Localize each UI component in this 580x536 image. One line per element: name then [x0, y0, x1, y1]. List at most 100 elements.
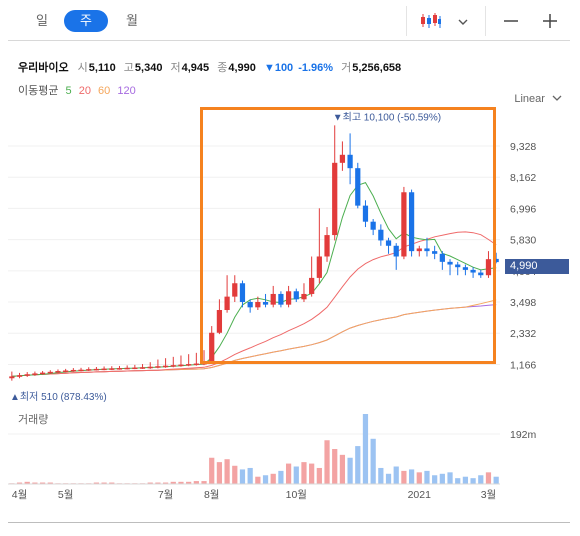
candle-body	[447, 261, 453, 265]
volume-bar	[285, 463, 292, 484]
ma-120-label: 120	[117, 85, 136, 97]
candle-body	[393, 245, 399, 257]
close-label: 종	[217, 62, 228, 74]
candle-body	[170, 365, 176, 367]
candle-body	[70, 369, 76, 372]
candle-body	[209, 332, 215, 363]
candle-body	[63, 370, 69, 372]
divider	[406, 6, 407, 36]
candle-body	[116, 368, 123, 370]
candle-body	[247, 301, 253, 308]
candle-body	[408, 192, 415, 252]
volume-max-tick: 192m	[510, 429, 537, 441]
x-tick-label: 7월	[158, 489, 174, 501]
candle-body	[385, 240, 392, 246]
candle-body	[239, 283, 246, 302]
candle-body	[270, 293, 276, 305]
volume-bar	[401, 470, 407, 484]
volume-bar	[439, 473, 445, 484]
candle-body	[332, 162, 338, 236]
toolbar: 일 주 월	[0, 0, 580, 40]
change-value: ▼100	[263, 62, 294, 74]
candle-body	[478, 272, 484, 276]
candle-body	[78, 369, 84, 372]
candle-body	[16, 375, 23, 377]
volume-bar	[232, 465, 238, 484]
scale-toggle[interactable]: Linear	[514, 93, 562, 105]
tab-day[interactable]: 일	[36, 13, 48, 28]
y-tick-label: 6,996	[510, 203, 536, 215]
current-price-tag: 4,990	[505, 259, 569, 274]
divider	[485, 6, 486, 36]
candle-body	[347, 154, 353, 169]
x-tick-label: 2021	[408, 489, 432, 501]
volume-bar	[101, 482, 107, 484]
ma-5-label: 5	[65, 85, 72, 97]
candle-body	[101, 368, 107, 371]
candle-body	[293, 291, 299, 300]
ma-60-label: 60	[98, 85, 111, 97]
volume-bar	[485, 472, 492, 484]
candle-body	[309, 277, 315, 294]
candlestick-chart-icon[interactable]	[420, 12, 442, 30]
low-value: 4,945	[181, 62, 210, 74]
ma-20-label: 20	[78, 85, 91, 97]
candle-body	[155, 366, 161, 368]
moving-average-label: 이동평균	[18, 85, 59, 97]
volume-bar	[447, 472, 453, 484]
volume-bar	[247, 467, 253, 484]
candle-body	[39, 372, 46, 375]
chevron-down-icon[interactable]	[457, 14, 469, 25]
candle-body	[439, 253, 445, 262]
candle-body	[485, 259, 492, 276]
volume-bar	[24, 481, 30, 484]
volume-bar	[470, 478, 476, 484]
candle-body	[470, 269, 476, 273]
volume-bar	[408, 469, 415, 484]
high-label: 고	[123, 62, 134, 74]
candle-body	[285, 291, 292, 305]
candle-body	[201, 362, 207, 365]
candle-body	[162, 365, 169, 368]
candle-body	[316, 256, 322, 278]
x-tick-label: 8월	[204, 489, 220, 501]
volume-bar	[47, 482, 53, 484]
tab-week[interactable]: 주	[64, 10, 108, 32]
volume-bar	[193, 481, 199, 484]
volume-bar	[432, 475, 438, 484]
volume-bar	[339, 454, 346, 484]
y-tick-label: 9,328	[510, 141, 536, 153]
ma-120-line	[11, 304, 497, 377]
y-tick-label: 1,166	[510, 359, 536, 371]
plus-icon[interactable]	[541, 12, 559, 30]
ma-5-line	[11, 181, 497, 377]
stock-name: 우리바이오	[18, 62, 69, 74]
volume-bar	[109, 482, 115, 484]
minus-icon[interactable]	[502, 12, 520, 30]
candle-body	[301, 293, 307, 300]
x-tick-label: 5월	[58, 489, 74, 501]
tab-month[interactable]: 월	[126, 13, 138, 28]
y-tick-label: 8,162	[510, 172, 536, 184]
candle-body	[416, 248, 422, 252]
scale-label: Linear	[514, 93, 545, 105]
candle-body	[47, 371, 53, 374]
volume-bar	[186, 481, 192, 484]
candle-body	[232, 283, 238, 297]
volume-bar	[301, 462, 307, 484]
candle-body	[401, 192, 407, 257]
open-label: 시	[77, 62, 88, 74]
volume-bar	[309, 463, 315, 484]
volume-bar	[393, 466, 399, 484]
candle-body	[86, 369, 92, 371]
max-price-annotation: ▼최고 10,100 (-50.59%)	[333, 111, 441, 123]
volume-bar	[385, 473, 392, 484]
y-tick-label: 2,332	[510, 328, 536, 340]
candle-body	[216, 310, 223, 333]
volume-bar	[462, 476, 469, 484]
volume-bar	[293, 466, 299, 484]
min-price-annotation: ▲최저 510 (878.43%)	[10, 391, 107, 403]
volume-bar	[209, 457, 215, 484]
candle-body	[370, 221, 376, 230]
